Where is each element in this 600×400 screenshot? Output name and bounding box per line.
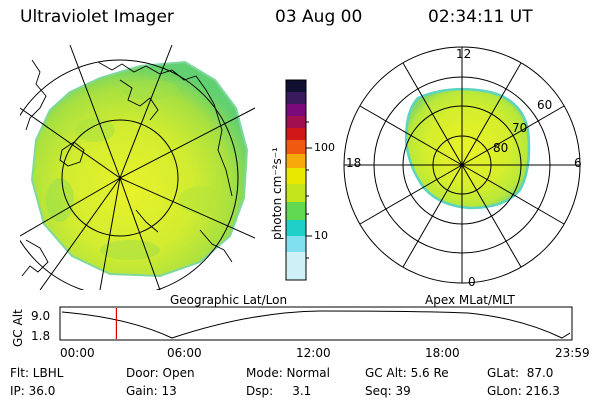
status-filter: Flt: LBHL: [10, 366, 64, 380]
time-label: 02:34:11 UT: [428, 7, 533, 27]
status-gain: Gain: 13: [126, 384, 177, 398]
mlt-label-0: 0: [468, 275, 476, 289]
status-door: Door: Open: [126, 366, 195, 380]
altitude-xtick-1800: 18:00: [425, 346, 460, 360]
altitude-ytick-max: 9.0: [31, 309, 51, 323]
geographic-caption: Geographic Lat/Lon: [170, 293, 288, 307]
altitude-ylabel: GC Alt: [11, 309, 25, 347]
colorbar-tick-100: 100: [314, 141, 335, 154]
status-gc-alt: GC Alt: 5.6 Re: [365, 366, 449, 380]
altitude-xtick-2359: 23:59: [555, 346, 590, 360]
colorbar: [285, 79, 312, 281]
latlon-grid: [20, 45, 255, 290]
emission-texture: [46, 80, 222, 260]
status-seq: Seq: 39: [365, 384, 411, 398]
lat-label-70: 70: [512, 121, 528, 135]
mlt-label-6: 6: [574, 156, 582, 170]
page-title: Ultraviolet Imager: [20, 7, 174, 27]
mlt-label-18: 18: [346, 156, 362, 170]
auroral-oval: [404, 87, 531, 210]
altitude-ytick-min: 1.8: [31, 329, 51, 343]
status-mode: Mode: Normal: [246, 366, 330, 380]
lat-label-60: 60: [537, 98, 553, 112]
emission-image: [30, 60, 249, 278]
altitude-xtick-0600: 06:00: [167, 346, 202, 360]
status-ip: IP: 36.0: [10, 384, 56, 398]
altitude-xtick-0000: 00:00: [60, 346, 95, 360]
status-dsp: Dsp: 3.1: [246, 384, 312, 398]
mlt-label-12: 12: [456, 47, 472, 61]
geographic-map: [20, 45, 255, 290]
altitude-xtick-1200: 12:00: [296, 346, 331, 360]
altitude-chart: [59, 306, 573, 341]
date-label: 03 Aug 00: [275, 7, 363, 27]
polar-caption: Apex MLat/MLT: [425, 293, 515, 307]
polar-plot: [343, 46, 581, 284]
lat-label-80: 80: [493, 141, 509, 155]
altitude-curve: [61, 310, 571, 339]
colorbar-tick-10: 10: [314, 229, 328, 242]
status-glat: GLat: 87.0: [487, 366, 554, 380]
status-glon: GLon: 216.3: [487, 384, 560, 398]
colorbar-unit-label: photon cm⁻²s⁻¹: [270, 147, 284, 240]
